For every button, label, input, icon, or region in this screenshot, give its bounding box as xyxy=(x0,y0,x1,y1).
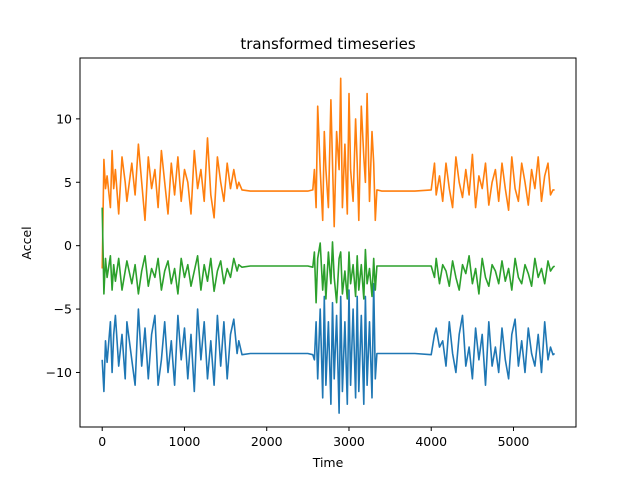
y-axis: −10 −5 0 5 10 xyxy=(46,111,80,380)
x-axis: 0 1000 2000 3000 4000 5000 xyxy=(98,427,529,449)
series-layer xyxy=(101,77,556,414)
x-tick-label: 3000 xyxy=(333,434,365,449)
y-tick-label: 10 xyxy=(56,111,72,126)
series-line-1 xyxy=(101,282,556,414)
series-line-2 xyxy=(101,77,555,269)
y-tick-label: 0 xyxy=(64,238,72,253)
x-tick-label: 5000 xyxy=(498,434,530,449)
x-tick-label: 1000 xyxy=(169,434,201,449)
y-axis-label: Accel xyxy=(19,226,34,259)
x-tick-label: 0 xyxy=(98,434,106,449)
x-tick-label: 2000 xyxy=(251,434,283,449)
x-tick-label: 4000 xyxy=(415,434,447,449)
plot-area-frame xyxy=(79,57,577,428)
x-axis-label: Time xyxy=(312,455,344,470)
series-line-3 xyxy=(101,207,556,304)
y-tick-label: −10 xyxy=(46,365,72,380)
y-tick-label: −5 xyxy=(54,302,72,317)
chart-title: transformed timeseries xyxy=(240,35,416,53)
y-tick-label: 5 xyxy=(64,175,72,190)
